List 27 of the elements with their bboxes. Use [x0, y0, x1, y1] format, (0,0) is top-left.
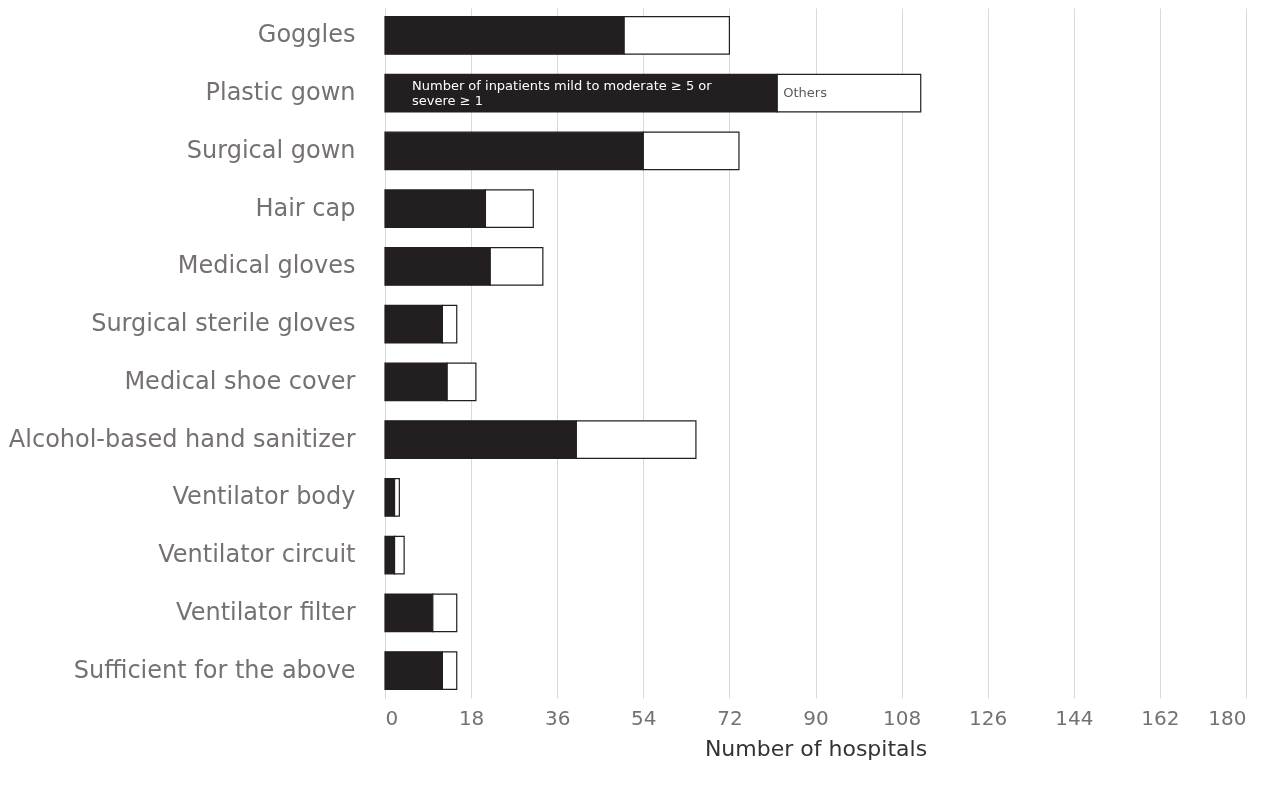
y-tick-label: Surgical gown: [186, 135, 356, 164]
x-tick-label: 0: [385, 705, 399, 730]
y-tick-label: Ventilator filter: [176, 597, 356, 626]
x-tick-label: 18: [458, 705, 485, 730]
x-tick-label: 126: [969, 705, 1008, 730]
x-tick-label: 180: [1208, 705, 1247, 730]
x-tick-label: 162: [1141, 705, 1180, 730]
y-tick-label: Surgical sterile gloves: [91, 309, 356, 338]
x-tick-label: 72: [717, 705, 743, 730]
x-tick-label: 108: [883, 705, 922, 730]
y-tick-label: Ventilator circuit: [158, 540, 356, 569]
y-tick-label: Goggles: [257, 20, 356, 49]
y-tick-label: Medical shoe cover: [124, 366, 356, 395]
series-label: Others: [783, 85, 828, 101]
x-tick-label: 54: [631, 705, 657, 730]
y-tick-label: Alcohol-based hand sanitizer: [8, 424, 356, 453]
y-tick-label: Hair cap: [255, 193, 356, 222]
x-tick-label: 90: [803, 705, 829, 730]
y-tick-label: Plastic gown: [205, 78, 356, 107]
y-tick-label: Ventilator body: [172, 482, 356, 511]
x-tick-label: 36: [544, 705, 571, 730]
series-label: Number of inpatients mild to moderate ≥ 5 or severe ≥ 1: [412, 77, 713, 108]
y-tick-label: Medical gloves: [177, 251, 356, 280]
bar: [384, 477, 396, 517]
x-tick-label: 144: [1055, 705, 1094, 730]
x-axis-title: Number of hospitals: [704, 735, 928, 761]
y-tick-label: Sufficient for the above: [73, 655, 356, 684]
